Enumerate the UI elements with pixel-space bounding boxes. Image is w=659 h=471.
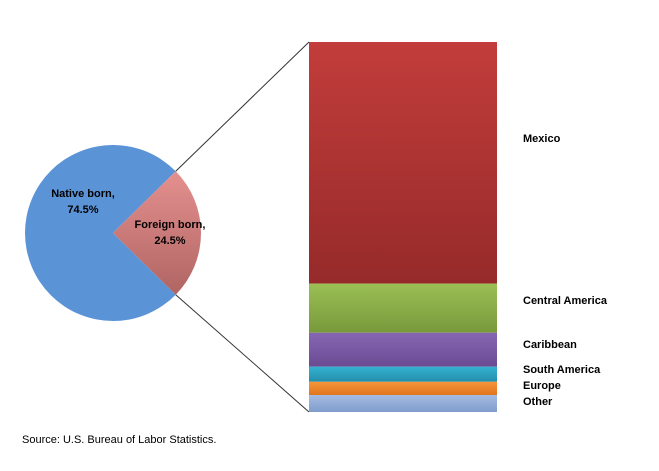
pie-slice-native-born bbox=[25, 145, 176, 322]
pie-value-native-born: 74.5% bbox=[67, 204, 98, 216]
pie-value-foreign-born: 24.5% bbox=[154, 235, 185, 247]
bar-segment-europe bbox=[309, 381, 497, 396]
bar-label-central-america: Central America bbox=[523, 295, 608, 307]
pie-label-foreign-born: Foreign born, bbox=[135, 219, 206, 231]
bar-segment-south-america bbox=[309, 366, 497, 382]
bar-label-caribbean: Caribbean bbox=[523, 339, 577, 351]
bar-segment-caribbean bbox=[309, 332, 497, 367]
stacked-bar bbox=[309, 42, 497, 412]
bar-label-other: Other bbox=[523, 396, 553, 408]
bar-segment-mexico bbox=[309, 42, 497, 284]
labels: Mexico Central America Caribbean South Amer… bbox=[51, 133, 608, 408]
connector-lines bbox=[175, 41, 310, 413]
bar-label-mexico: Mexico bbox=[523, 133, 561, 145]
pie-slice-foreign-born bbox=[113, 171, 202, 295]
bar-label-europe: Europe bbox=[523, 380, 561, 392]
pie-label-native-born: Native born, bbox=[51, 188, 115, 200]
source-note: Source: U.S. Bureau of Labor Statistics. bbox=[22, 434, 217, 446]
connector-line-top bbox=[175, 41, 310, 172]
bar-segment-central-america bbox=[309, 283, 497, 333]
bar-label-south-america: South America bbox=[523, 364, 601, 376]
pie-chart bbox=[25, 145, 202, 322]
bar-segment-other bbox=[309, 395, 497, 412]
connector-line-bottom bbox=[175, 294, 310, 413]
